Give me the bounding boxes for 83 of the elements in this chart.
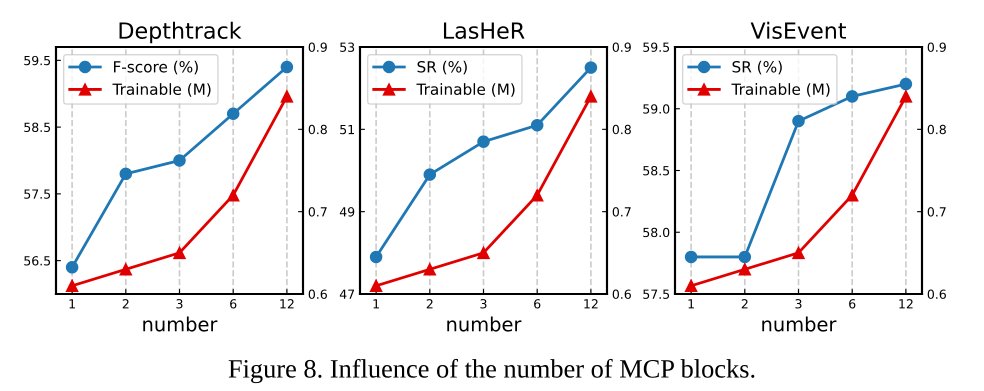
y2-tick-label: 0.9	[612, 42, 631, 52]
x-tick-label: 12	[584, 299, 598, 308]
x-axis-title: number	[143, 316, 218, 332]
point	[424, 168, 436, 181]
x-tick-label: 6	[849, 299, 856, 309]
y-tick-label: 49	[340, 207, 354, 217]
caption: Figure 8. Influence of the number of MCP blocks.	[228, 358, 754, 384]
y-tick-label: 56.5	[24, 256, 50, 266]
x-tick-label: 1	[688, 299, 694, 308]
x-tick-label: 1	[70, 299, 75, 308]
legend-label: F-score (%)	[114, 60, 198, 74]
x-axis-title: number	[762, 316, 836, 332]
point	[738, 250, 752, 264]
point	[477, 135, 490, 148]
chart-title: Depthtrack	[120, 22, 242, 44]
point	[684, 250, 698, 264]
x-tick-label: 3	[176, 299, 182, 309]
point	[900, 90, 912, 103]
point	[370, 250, 382, 264]
x-tick-label: 6	[534, 299, 540, 309]
x-tick-label: 3	[795, 299, 802, 309]
legend-label: Trainable (M)	[416, 83, 515, 97]
point	[280, 60, 294, 74]
point	[792, 246, 805, 260]
y2-tick-label: 0.7	[928, 207, 946, 217]
point	[738, 263, 752, 276]
y-tick-label: 58.5	[643, 166, 670, 176]
y2-tick-label: 0.9	[308, 42, 327, 52]
legend-label: SR (%)	[732, 60, 782, 74]
y-tick-label: 57.5	[24, 190, 50, 199]
legend-label: SR (%)	[418, 60, 467, 74]
point	[173, 154, 186, 167]
y-tick-label: 59.0	[643, 104, 670, 114]
y2-tick-label: 0.6	[928, 289, 946, 299]
y2-tick-label: 0.7	[612, 207, 631, 217]
point	[584, 61, 598, 74]
point	[226, 188, 240, 202]
point	[370, 280, 382, 292]
y2-tick-label: 0.6	[308, 289, 327, 299]
legend-label: Trainable (M)	[731, 83, 830, 97]
x-tick-label: 3	[480, 299, 486, 309]
point	[66, 261, 78, 274]
point	[846, 90, 858, 103]
y-tick-label: 58.5	[24, 122, 50, 132]
point	[226, 108, 240, 120]
legend-label: Trainable (M)	[112, 83, 211, 97]
y-tick-label: 59.5	[643, 42, 670, 52]
y2-tick-label: 0.7	[308, 207, 327, 217]
x-tick-label: 2	[742, 299, 748, 308]
point	[684, 280, 698, 292]
chart-title: LasHeR	[444, 22, 525, 39]
point	[477, 246, 490, 260]
y2-tick-label: 0.8	[612, 124, 631, 134]
point	[424, 263, 436, 276]
y-tick-label: 59.5	[24, 56, 50, 66]
point	[120, 263, 132, 276]
y2-tick-label: 0.8	[308, 124, 327, 134]
y-tick-label: 51	[340, 124, 354, 134]
y2-tick-label: 0.9	[928, 42, 946, 52]
x-tick-label: 2	[122, 299, 129, 308]
x-tick-label: 1	[374, 299, 379, 308]
x-axis-title: number	[447, 316, 522, 332]
point	[792, 114, 805, 128]
y-tick-label: 53	[340, 42, 354, 52]
chart-title: VisEvent	[750, 22, 846, 39]
point	[173, 246, 186, 260]
y2-tick-label: 0.8	[928, 124, 946, 134]
point	[530, 188, 544, 202]
y-tick-label: 47	[340, 290, 354, 299]
point	[120, 168, 132, 180]
x-tick-label: 12	[280, 299, 294, 308]
y-tick-label: 58.0	[643, 228, 670, 238]
y2-tick-label: 0.6	[612, 289, 631, 299]
y-tick-label: 57.5	[643, 290, 670, 299]
x-tick-label: 2	[426, 299, 433, 308]
point	[530, 118, 544, 132]
point	[66, 280, 78, 292]
x-tick-label: 6	[230, 299, 236, 309]
point	[900, 78, 912, 90]
point	[280, 90, 294, 103]
point	[584, 90, 598, 103]
x-tick-label: 12	[899, 299, 913, 308]
point	[846, 188, 858, 202]
